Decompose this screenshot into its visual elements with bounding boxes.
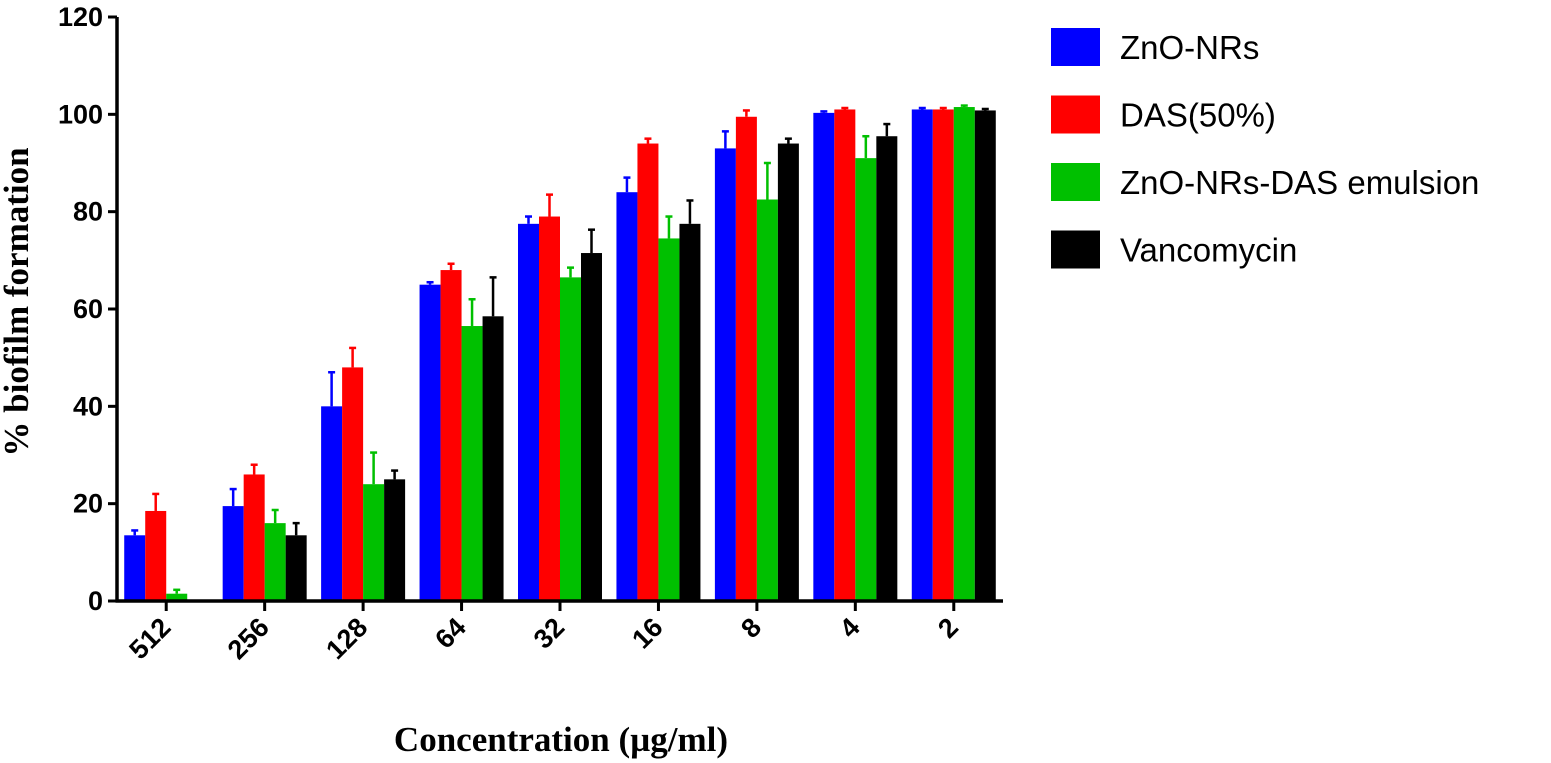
x-tick-label-4: 4 — [834, 612, 866, 644]
y-tick-label-40: 40 — [73, 391, 103, 421]
y-tick-label-100: 100 — [58, 99, 103, 129]
bar-zno-nrs-das-emulsion-64 — [461, 326, 483, 601]
bar-das-50--256 — [243, 474, 265, 601]
legend-label-vancomycin: Vancomycin — [1120, 232, 1297, 269]
legend-swatch-vancomycin — [1051, 230, 1100, 269]
bar-vancomycin-32 — [581, 253, 602, 602]
bar-vancomycin-128 — [384, 479, 406, 601]
x-tick-label-128: 128 — [320, 612, 373, 665]
x-tick-label-16: 16 — [626, 612, 668, 654]
bar-das-50--2 — [932, 109, 954, 601]
bar-zno-nrs-512 — [124, 535, 146, 601]
bar-zno-nrs-das-emulsion-4 — [855, 158, 877, 601]
x-tick-label-64: 64 — [429, 612, 471, 654]
y-axis-title: % biofilm formation — [0, 147, 36, 456]
bar-vancomycin-64 — [482, 316, 504, 601]
bar-das-50--32 — [539, 216, 560, 602]
bar-das-50--128 — [342, 367, 364, 601]
bar-zno-nrs-16 — [616, 192, 638, 601]
bar-vancomycin-8 — [777, 143, 799, 602]
bar-zno-nrs-128 — [321, 406, 343, 601]
bar-zno-nrs-256 — [222, 506, 244, 601]
bar-das-50--512 — [145, 510, 167, 601]
bar-zno-nrs-2 — [911, 109, 933, 601]
bar-zno-nrs-64 — [419, 284, 441, 601]
bar-zno-nrs-das-emulsion-2 — [953, 107, 975, 602]
legend-label-zno-nrs: ZnO-NRs — [1120, 29, 1259, 66]
x-tick-label-8: 8 — [735, 612, 767, 644]
error-bars-layer — [131, 104, 989, 594]
bar-das-50--8 — [735, 116, 757, 602]
bar-vancomycin-2 — [974, 110, 996, 601]
bar-das-50--16 — [637, 143, 659, 602]
bar-das-50--4 — [834, 109, 856, 601]
bar-das-50--64 — [440, 270, 462, 601]
axes-layer — [108, 15, 1003, 611]
x-axis-title: Concentration (µg/ml) — [394, 720, 728, 759]
legend-label-das-50-: DAS(50%) — [1120, 97, 1276, 134]
bar-zno-nrs-das-emulsion-32 — [560, 277, 581, 601]
x-tick-label-256: 256 — [222, 612, 275, 665]
y-tick-label-120: 120 — [58, 2, 103, 32]
legend-swatch-das-50- — [1051, 95, 1100, 134]
x-tick-label-2: 2 — [932, 612, 964, 644]
bars-layer — [124, 107, 996, 602]
legend-label-zno-nrs-das-emulsion: ZnO-NRs-DAS emulsion — [1120, 164, 1479, 201]
bar-zno-nrs-das-emulsion-16 — [658, 238, 680, 601]
legend: ZnO-NRs DAS(50%) ZnO-NRs-DAS emulsion Vanco… — [1051, 28, 1479, 269]
bar-zno-nrs-das-emulsion-256 — [264, 523, 286, 601]
y-tick-label-0: 0 — [88, 586, 103, 616]
bar-zno-nrs-8 — [714, 148, 736, 601]
y-tick-label-20: 20 — [73, 489, 103, 519]
legend-swatch-zno-nrs — [1051, 28, 1100, 66]
bar-zno-nrs-das-emulsion-8 — [756, 199, 778, 601]
bar-zno-nrs-das-emulsion-128 — [363, 484, 385, 601]
bar-vancomycin-4 — [876, 136, 898, 601]
legend-swatch-zno-nrs-das-emulsion — [1051, 163, 1100, 201]
bar-zno-nrs-32 — [518, 223, 539, 602]
bar-zno-nrs-das-emulsion-512 — [166, 593, 188, 601]
x-tick-label-32: 32 — [528, 612, 570, 654]
bar-vancomycin-256 — [285, 535, 307, 601]
y-tick-label-80: 80 — [73, 197, 103, 227]
bar-vancomycin-16 — [679, 223, 701, 602]
bar-zno-nrs-4 — [813, 112, 835, 601]
x-tick-label-512: 512 — [123, 612, 176, 665]
y-tick-label-60: 60 — [73, 294, 103, 324]
